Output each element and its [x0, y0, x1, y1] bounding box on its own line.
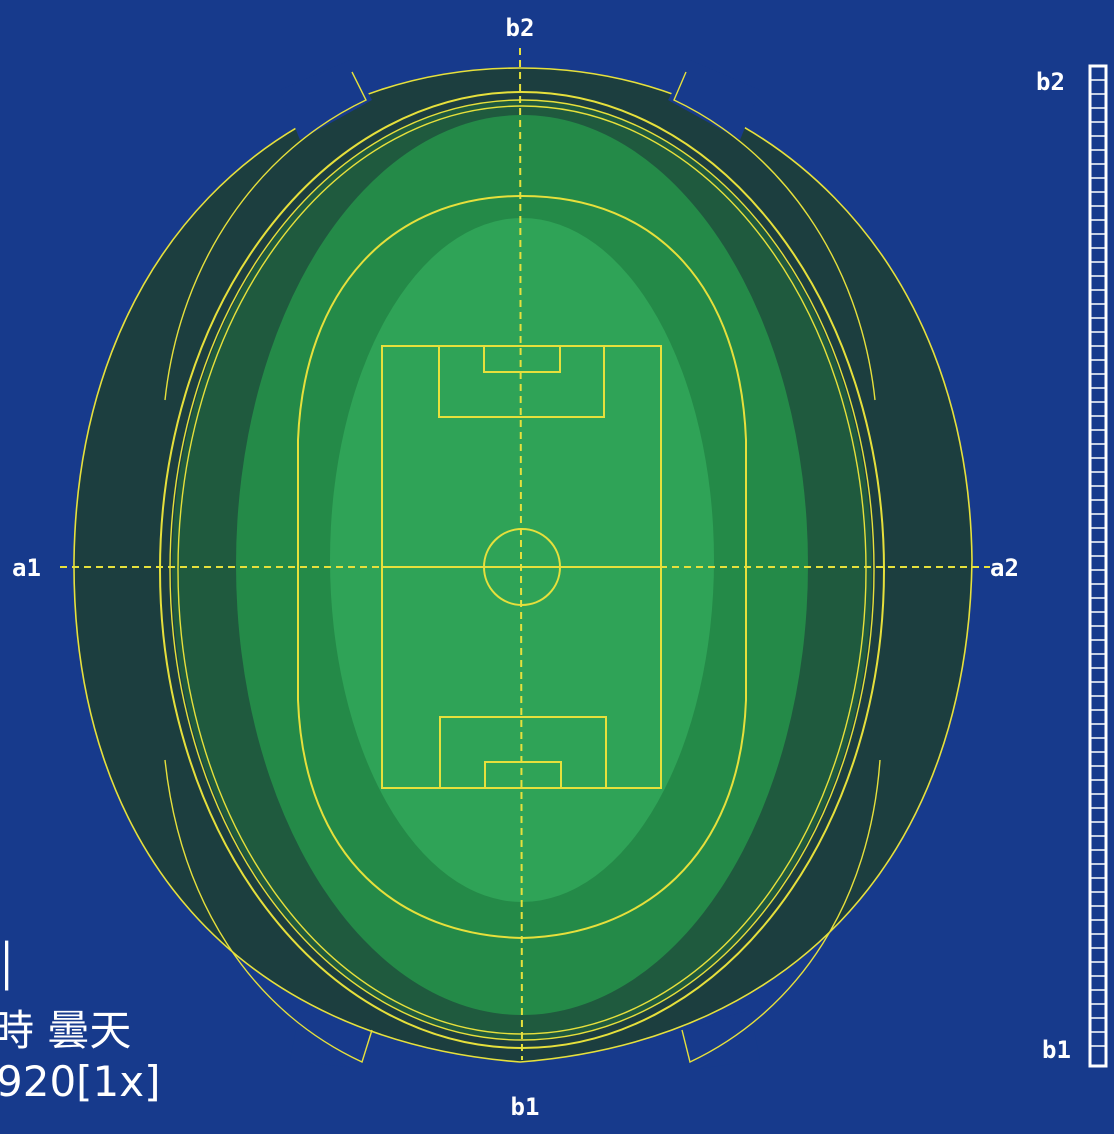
- side-label-b2: b2: [1036, 68, 1065, 96]
- stand-gap-bottom-right: [680, 1010, 760, 1070]
- stand-gap-top-left: [280, 60, 372, 140]
- stand-gap-bottom-left: [290, 1010, 370, 1070]
- label-a2-right: a2: [990, 554, 1019, 582]
- side-bar-frame: [1088, 64, 1108, 1068]
- axis-b1-b2: [519, 47, 523, 1061]
- stand-outline-bottom-right: [681, 759, 881, 1063]
- caption-line-1: │: [0, 940, 19, 991]
- side-label-b1: b1: [1042, 1036, 1071, 1064]
- stand-outline-bottom-left: [164, 759, 373, 1063]
- label-b2-top: b2: [506, 14, 535, 42]
- inner-stand-ring-2: [169, 99, 875, 1041]
- stand-gap-top-right: [668, 60, 760, 140]
- goal-area-top: [483, 345, 561, 373]
- side-scale-bar: [1088, 64, 1108, 1068]
- center-illuminance-zone: [330, 218, 714, 902]
- side-bar-ticks: [1091, 79, 1105, 1047]
- caption-line-3: 920[1x]: [0, 1057, 161, 1106]
- caption-line-2: 時 曇天: [0, 1006, 131, 1055]
- label-b1-bottom: b1: [511, 1093, 540, 1121]
- stand-outline-top-left: [164, 71, 367, 401]
- goal-area-bottom: [484, 761, 562, 789]
- stand-outline-top-right: [673, 71, 876, 401]
- label-a1-left: a1: [12, 554, 41, 582]
